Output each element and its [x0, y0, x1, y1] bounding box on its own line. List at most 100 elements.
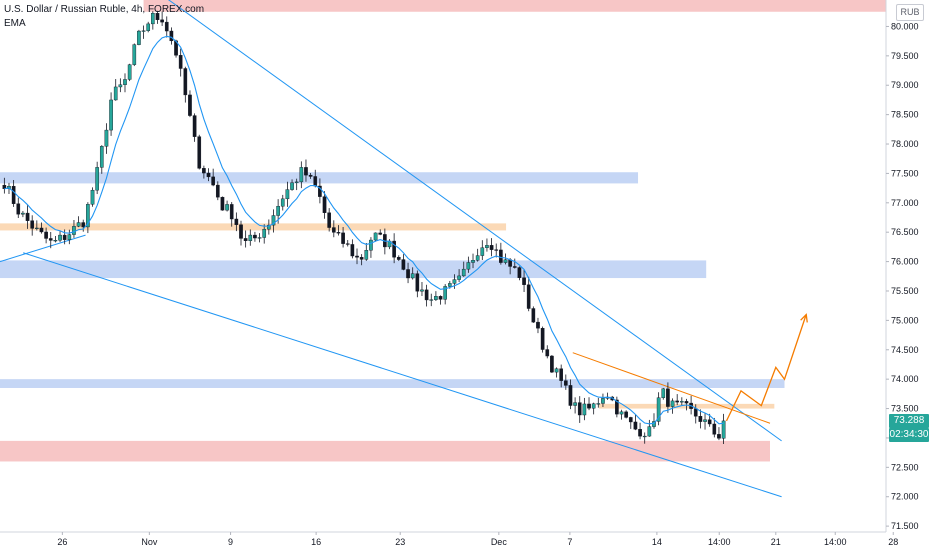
x-tick-label: 14:00 — [708, 537, 731, 547]
candle — [25, 204, 30, 229]
candle-body — [396, 257, 401, 260]
candle-body — [503, 259, 508, 263]
candle-body — [11, 185, 16, 204]
candle — [16, 197, 21, 219]
candle — [415, 270, 420, 298]
candle-body — [656, 397, 661, 422]
candle-body — [471, 260, 475, 263]
bar-countdown-label: 02:34:30 — [889, 428, 929, 442]
currency-badge[interactable]: RUB — [896, 4, 924, 21]
candle-body — [141, 30, 146, 32]
candle-body — [420, 289, 424, 292]
candle-body — [661, 388, 666, 398]
candle-body — [178, 55, 183, 69]
candle-body — [424, 289, 429, 301]
y-tick-label: 72.000 — [891, 492, 919, 502]
candle — [536, 317, 540, 334]
candle — [197, 134, 202, 170]
candle — [164, 16, 169, 38]
candle-body — [517, 267, 522, 278]
candle-body — [536, 321, 540, 329]
candle-body — [95, 167, 99, 191]
candle-body — [693, 408, 698, 417]
candle-body — [118, 84, 123, 88]
candle-body — [308, 174, 313, 177]
candle — [243, 230, 248, 248]
candle-body — [318, 185, 322, 197]
candle — [53, 235, 58, 243]
zone-orange-76-6 — [0, 223, 507, 231]
y-tick-label: 75.000 — [891, 315, 919, 325]
candle-body — [680, 401, 684, 403]
candle-body — [257, 237, 262, 239]
candle — [675, 394, 680, 406]
candle-body — [183, 68, 188, 96]
candle-body — [364, 250, 369, 260]
candle — [327, 208, 331, 232]
candle — [638, 422, 642, 440]
candle — [248, 229, 253, 246]
candle — [95, 161, 99, 195]
candle — [466, 256, 471, 273]
candle-body — [429, 299, 434, 301]
candle — [410, 267, 415, 280]
candle-body — [35, 227, 39, 229]
candle — [206, 168, 211, 182]
candle-body — [647, 426, 652, 437]
candle — [123, 73, 127, 93]
candle — [628, 416, 633, 429]
candle — [48, 231, 53, 249]
candle — [253, 231, 257, 242]
candle-body — [197, 136, 202, 169]
candle — [717, 427, 721, 441]
candle-body — [58, 234, 62, 241]
candle — [396, 255, 401, 262]
candle — [461, 261, 466, 277]
candle-body — [550, 355, 554, 373]
indicator-label[interactable]: EMA — [4, 18, 26, 29]
candle — [652, 413, 656, 429]
candle-body — [559, 368, 564, 381]
candle-body — [512, 266, 517, 268]
projection-path — [725, 314, 807, 422]
candle — [127, 63, 132, 82]
candle-body — [350, 244, 355, 257]
candle — [62, 229, 67, 245]
candle — [452, 274, 457, 289]
candle-body — [485, 245, 489, 248]
candle-body — [331, 227, 336, 233]
short-trendline — [0, 234, 86, 263]
candle-body — [113, 86, 118, 101]
candle — [480, 240, 485, 260]
candle — [160, 11, 164, 26]
candle-body — [717, 434, 721, 439]
candle-body — [721, 420, 726, 439]
candle-body — [573, 402, 577, 406]
candle — [239, 220, 243, 246]
candle — [178, 48, 183, 77]
candle — [666, 382, 670, 413]
candle-body — [76, 222, 81, 227]
candle — [183, 66, 188, 103]
candle-body — [280, 198, 285, 207]
y-tick-label: 74.000 — [891, 374, 919, 384]
zones-layer — [0, 0, 886, 462]
candle-body — [707, 419, 712, 425]
candle-body — [72, 226, 76, 235]
candle-body — [638, 429, 642, 437]
candle-body — [633, 421, 638, 430]
candle — [267, 219, 271, 235]
candle-body — [522, 277, 526, 285]
symbol-title[interactable]: U.S. Dollar / Russian Ruble, 4h, FOREX.c… — [4, 4, 205, 15]
candle — [30, 215, 35, 236]
candle-body — [624, 411, 628, 418]
chart-legend: U.S. Dollar / Russian Ruble, 4h, FOREX.c… — [4, 3, 204, 31]
candle-body — [466, 262, 471, 270]
candle — [577, 396, 582, 423]
candle-body — [461, 268, 466, 277]
candle — [234, 212, 239, 232]
candle-body — [151, 13, 155, 25]
